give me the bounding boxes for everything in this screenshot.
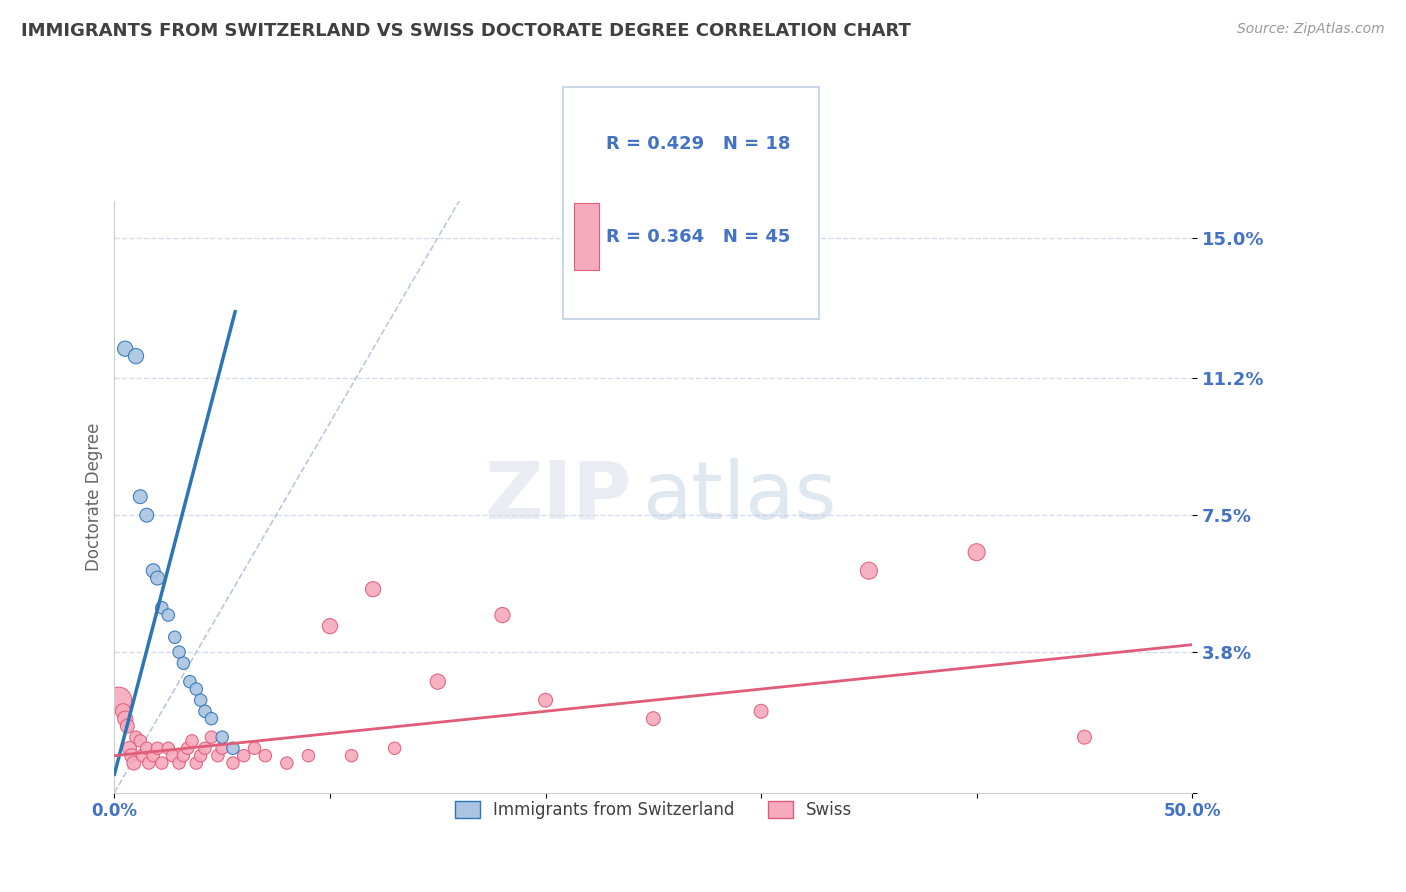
Point [121,748,143,763]
Point [211,741,233,756]
Point [491,608,513,623]
Point [190,748,212,763]
Point [107,693,129,707]
Point [114,712,136,726]
Point [194,704,217,718]
Point [118,741,141,756]
Point [254,748,277,763]
Point [114,342,136,356]
Point [163,630,186,644]
Point [146,741,169,756]
Point [142,748,165,763]
Point [112,704,135,718]
FancyBboxPatch shape [574,110,599,177]
Point [177,741,200,756]
Point [157,608,180,623]
Text: ZIP: ZIP [485,458,631,536]
Point [384,741,406,756]
Point [122,756,145,770]
Point [534,693,557,707]
Point [179,674,201,689]
FancyBboxPatch shape [562,87,820,319]
Point [135,741,157,756]
Point [172,748,194,763]
Point [200,730,222,744]
Point [167,756,190,770]
Point [276,756,298,770]
Point [966,545,988,559]
Point [243,741,266,756]
Point [135,508,157,523]
Point [643,712,665,726]
Point [1073,730,1095,744]
Point [131,748,153,763]
Text: Source: ZipAtlas.com: Source: ZipAtlas.com [1237,22,1385,37]
Point [297,748,319,763]
Point [172,656,194,670]
Point [207,748,229,763]
Point [117,719,139,733]
Point [222,741,245,756]
Point [340,748,363,763]
Point [150,756,173,770]
Point [138,756,160,770]
Point [150,600,173,615]
Y-axis label: Doctorate Degree: Doctorate Degree [86,423,103,571]
Point [129,734,152,748]
Text: R = 0.364   N = 45: R = 0.364 N = 45 [606,228,790,246]
Point [129,490,152,504]
Point [186,681,208,696]
Point [194,741,217,756]
Text: IMMIGRANTS FROM SWITZERLAND VS SWISS DOCTORATE DEGREE CORRELATION CHART: IMMIGRANTS FROM SWITZERLAND VS SWISS DOC… [21,22,911,40]
Point [157,741,180,756]
Legend: Immigrants from Switzerland, Swiss: Immigrants from Switzerland, Swiss [449,794,859,826]
Point [167,645,190,659]
Text: atlas: atlas [643,458,837,536]
Point [319,619,342,633]
Point [186,756,208,770]
Point [146,571,169,585]
Point [125,730,148,744]
Point [361,582,384,597]
Point [858,564,880,578]
Point [181,734,204,748]
Point [426,674,449,689]
FancyBboxPatch shape [574,203,599,270]
Point [190,693,212,707]
Point [142,564,165,578]
Text: R = 0.429   N = 18: R = 0.429 N = 18 [606,135,790,153]
Point [211,730,233,744]
Point [749,704,772,718]
Point [222,756,245,770]
Point [232,748,254,763]
Point [200,712,222,726]
Point [125,349,148,363]
Point [162,748,184,763]
